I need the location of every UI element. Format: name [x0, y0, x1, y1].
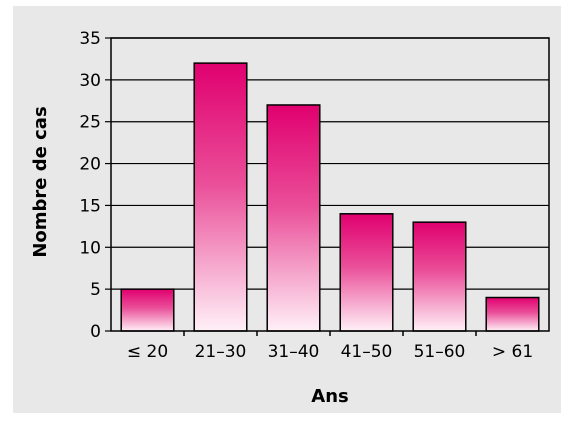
x-tick-label-6: > 61: [492, 342, 533, 362]
gridlines: [111, 37, 549, 331]
y-tick-label-30: 30: [79, 71, 101, 91]
axes: [105, 37, 550, 336]
x-tick-label-4: 41–50: [341, 342, 393, 362]
x-tick-label-1: ≤ 20: [127, 342, 168, 362]
y-tick-label-15: 15: [79, 196, 101, 216]
bar-4: [339, 213, 394, 332]
tick-labels: 0 5 10 15 20 25 30 35 ≤ 20 21–30 31–40 41–50 51–60 > …: [79, 29, 533, 362]
y-tick-label-35: 35: [79, 29, 101, 49]
bar-1: [120, 288, 175, 332]
y-tick-label-10: 10: [79, 238, 101, 258]
y-tick-label-0: 0: [90, 322, 101, 342]
y-axis-title: Nombre de cas: [30, 106, 51, 257]
plot-frame: [110, 37, 550, 332]
y-tick-label-5: 5: [90, 280, 101, 300]
x-axis-title: Ans: [311, 386, 348, 407]
bar-2: [193, 62, 248, 332]
x-tick-label-2: 21–30: [195, 342, 247, 362]
x-tick-label-3: 31–40: [268, 342, 320, 362]
plot-area: [111, 38, 549, 331]
x-tick-label-5: 51–60: [414, 342, 466, 362]
bar-3: [266, 104, 321, 332]
y-tick-label-25: 25: [79, 113, 101, 133]
bar-5: [412, 221, 467, 332]
bar-6: [485, 296, 540, 332]
y-tick-label-20: 20: [79, 155, 101, 175]
